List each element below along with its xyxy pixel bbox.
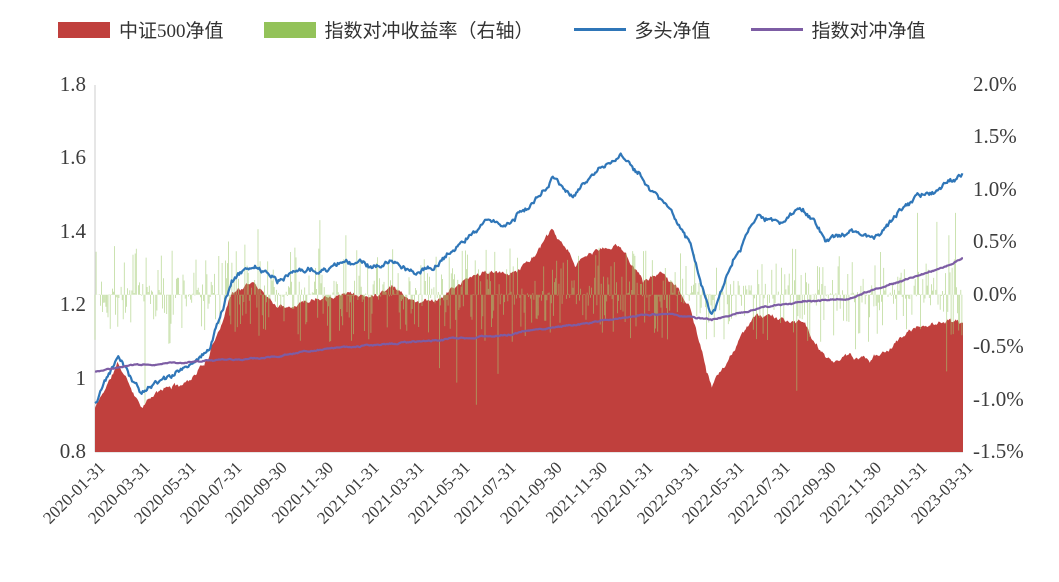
y-axis-right-tick-label: 1.5% xyxy=(973,124,1017,149)
legend-label-hedge-return: 指数对冲收益率（右轴） xyxy=(324,21,534,42)
y-axis-right-tick-label: -0.5% xyxy=(973,334,1024,359)
chart-legend: 中证500净值 指数对冲收益率（右轴） 多头净值 指数对冲净值 xyxy=(58,16,926,43)
y-axis-left-tick-label: 1.8 xyxy=(59,72,86,96)
legend-swatch-long-nav xyxy=(573,27,626,32)
legend-item-hedge-nav: 指数对冲净值 xyxy=(750,16,926,43)
y-axis-left-tick-label: 0.8 xyxy=(59,439,86,463)
csi500-nav-area xyxy=(95,228,963,452)
legend-label-long-nav: 多头净值 xyxy=(634,21,711,42)
y-axis-right-tick-label: -1.0% xyxy=(973,386,1024,411)
legend-label-csi500-nav: 中证500净值 xyxy=(119,21,224,42)
long-nav-line xyxy=(94,152,964,404)
hedge-nav-line xyxy=(94,257,963,373)
legend-swatch-hedge-nav xyxy=(750,27,803,32)
y-axis-right-tick-label: 2.0% xyxy=(973,72,1017,96)
legend-label-hedge-nav: 指数对冲净值 xyxy=(811,21,926,42)
hedge-return-bars xyxy=(94,212,963,405)
y-axis-right-tick-label: -1.5% xyxy=(973,439,1024,463)
y-axis-left-tick-label: 1.2 xyxy=(59,292,86,317)
legend-item-hedge-return: 指数对冲收益率（右轴） xyxy=(263,16,534,43)
legend-item-long-nav: 多头净值 xyxy=(573,16,711,43)
y-axis-left-tick-label: 1 xyxy=(75,365,87,390)
legend-item-csi500-nav: 中证500净值 xyxy=(58,16,224,43)
y-axis-left-tick-label: 1.6 xyxy=(59,145,86,170)
legend-swatch-csi500-nav xyxy=(58,21,110,38)
y-axis-right-tick-label: 0.0% xyxy=(973,281,1017,306)
y-axis-right-tick-label: 1.0% xyxy=(973,176,1017,201)
y-axis-left-tick-label: 1.4 xyxy=(59,218,86,243)
legend-swatch-hedge-return xyxy=(263,21,316,38)
y-axis-right-tick-label: 0.5% xyxy=(973,229,1017,254)
